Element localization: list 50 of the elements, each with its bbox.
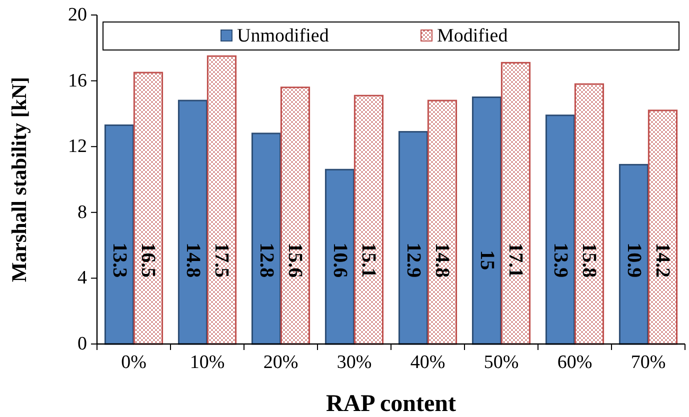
y-axis-title: Marshall stability [kN] (7, 76, 31, 282)
data-label: 10.6 (328, 242, 351, 278)
bar (324, 168, 355, 345)
x-tick-label: 20% (263, 352, 298, 373)
x-tick-label: 40% (410, 352, 446, 373)
x-tick-label: 70% (630, 352, 666, 373)
bar (427, 100, 458, 345)
legend-label: Unmodified (237, 26, 330, 46)
bar (574, 83, 604, 345)
data-label: 15.8 (578, 242, 600, 278)
data-label: 14.2 (652, 242, 674, 278)
x-tick-label: 30% (336, 352, 372, 373)
x-tick-label: 50% (484, 352, 519, 373)
bar (104, 124, 134, 345)
data-label: 12.8 (255, 242, 278, 278)
data-label: 13.9 (549, 242, 572, 278)
bar (618, 164, 649, 345)
bar (472, 96, 502, 345)
data-label: 15.6 (284, 242, 306, 278)
y-tick-label: 12 (68, 136, 87, 158)
x-tick-label: 0% (121, 352, 147, 373)
y-tick-label: 16 (68, 70, 87, 92)
bar (178, 100, 208, 345)
x-axis-title: RAP content (326, 391, 456, 417)
data-label: 17.1 (504, 242, 527, 278)
data-label: 16.5 (137, 242, 160, 278)
bar (398, 131, 428, 345)
bar (133, 72, 164, 345)
bar (500, 62, 531, 345)
bar (354, 94, 384, 345)
data-label: 13.3 (108, 242, 130, 278)
bar (280, 86, 310, 345)
data-label: 14.8 (182, 242, 204, 278)
legend-label: Modified (437, 26, 508, 46)
x-tick-label: 60% (557, 352, 592, 373)
data-label: 10.9 (622, 242, 645, 278)
data-label: 15.1 (358, 242, 380, 278)
data-label: 15 (476, 250, 498, 270)
x-tick-label: 10% (190, 352, 225, 373)
bar (545, 114, 576, 345)
data-label: 17.5 (210, 242, 233, 278)
y-tick-label: 8 (78, 202, 87, 223)
y-tick-label: 4 (78, 268, 88, 289)
bar (648, 110, 678, 345)
data-label: 14.8 (431, 242, 454, 278)
y-tick-label: 20 (68, 4, 87, 26)
bar (206, 55, 237, 345)
y-tick-label: 0 (78, 334, 87, 354)
data-label: 12.9 (402, 242, 424, 278)
bar (251, 132, 282, 345)
